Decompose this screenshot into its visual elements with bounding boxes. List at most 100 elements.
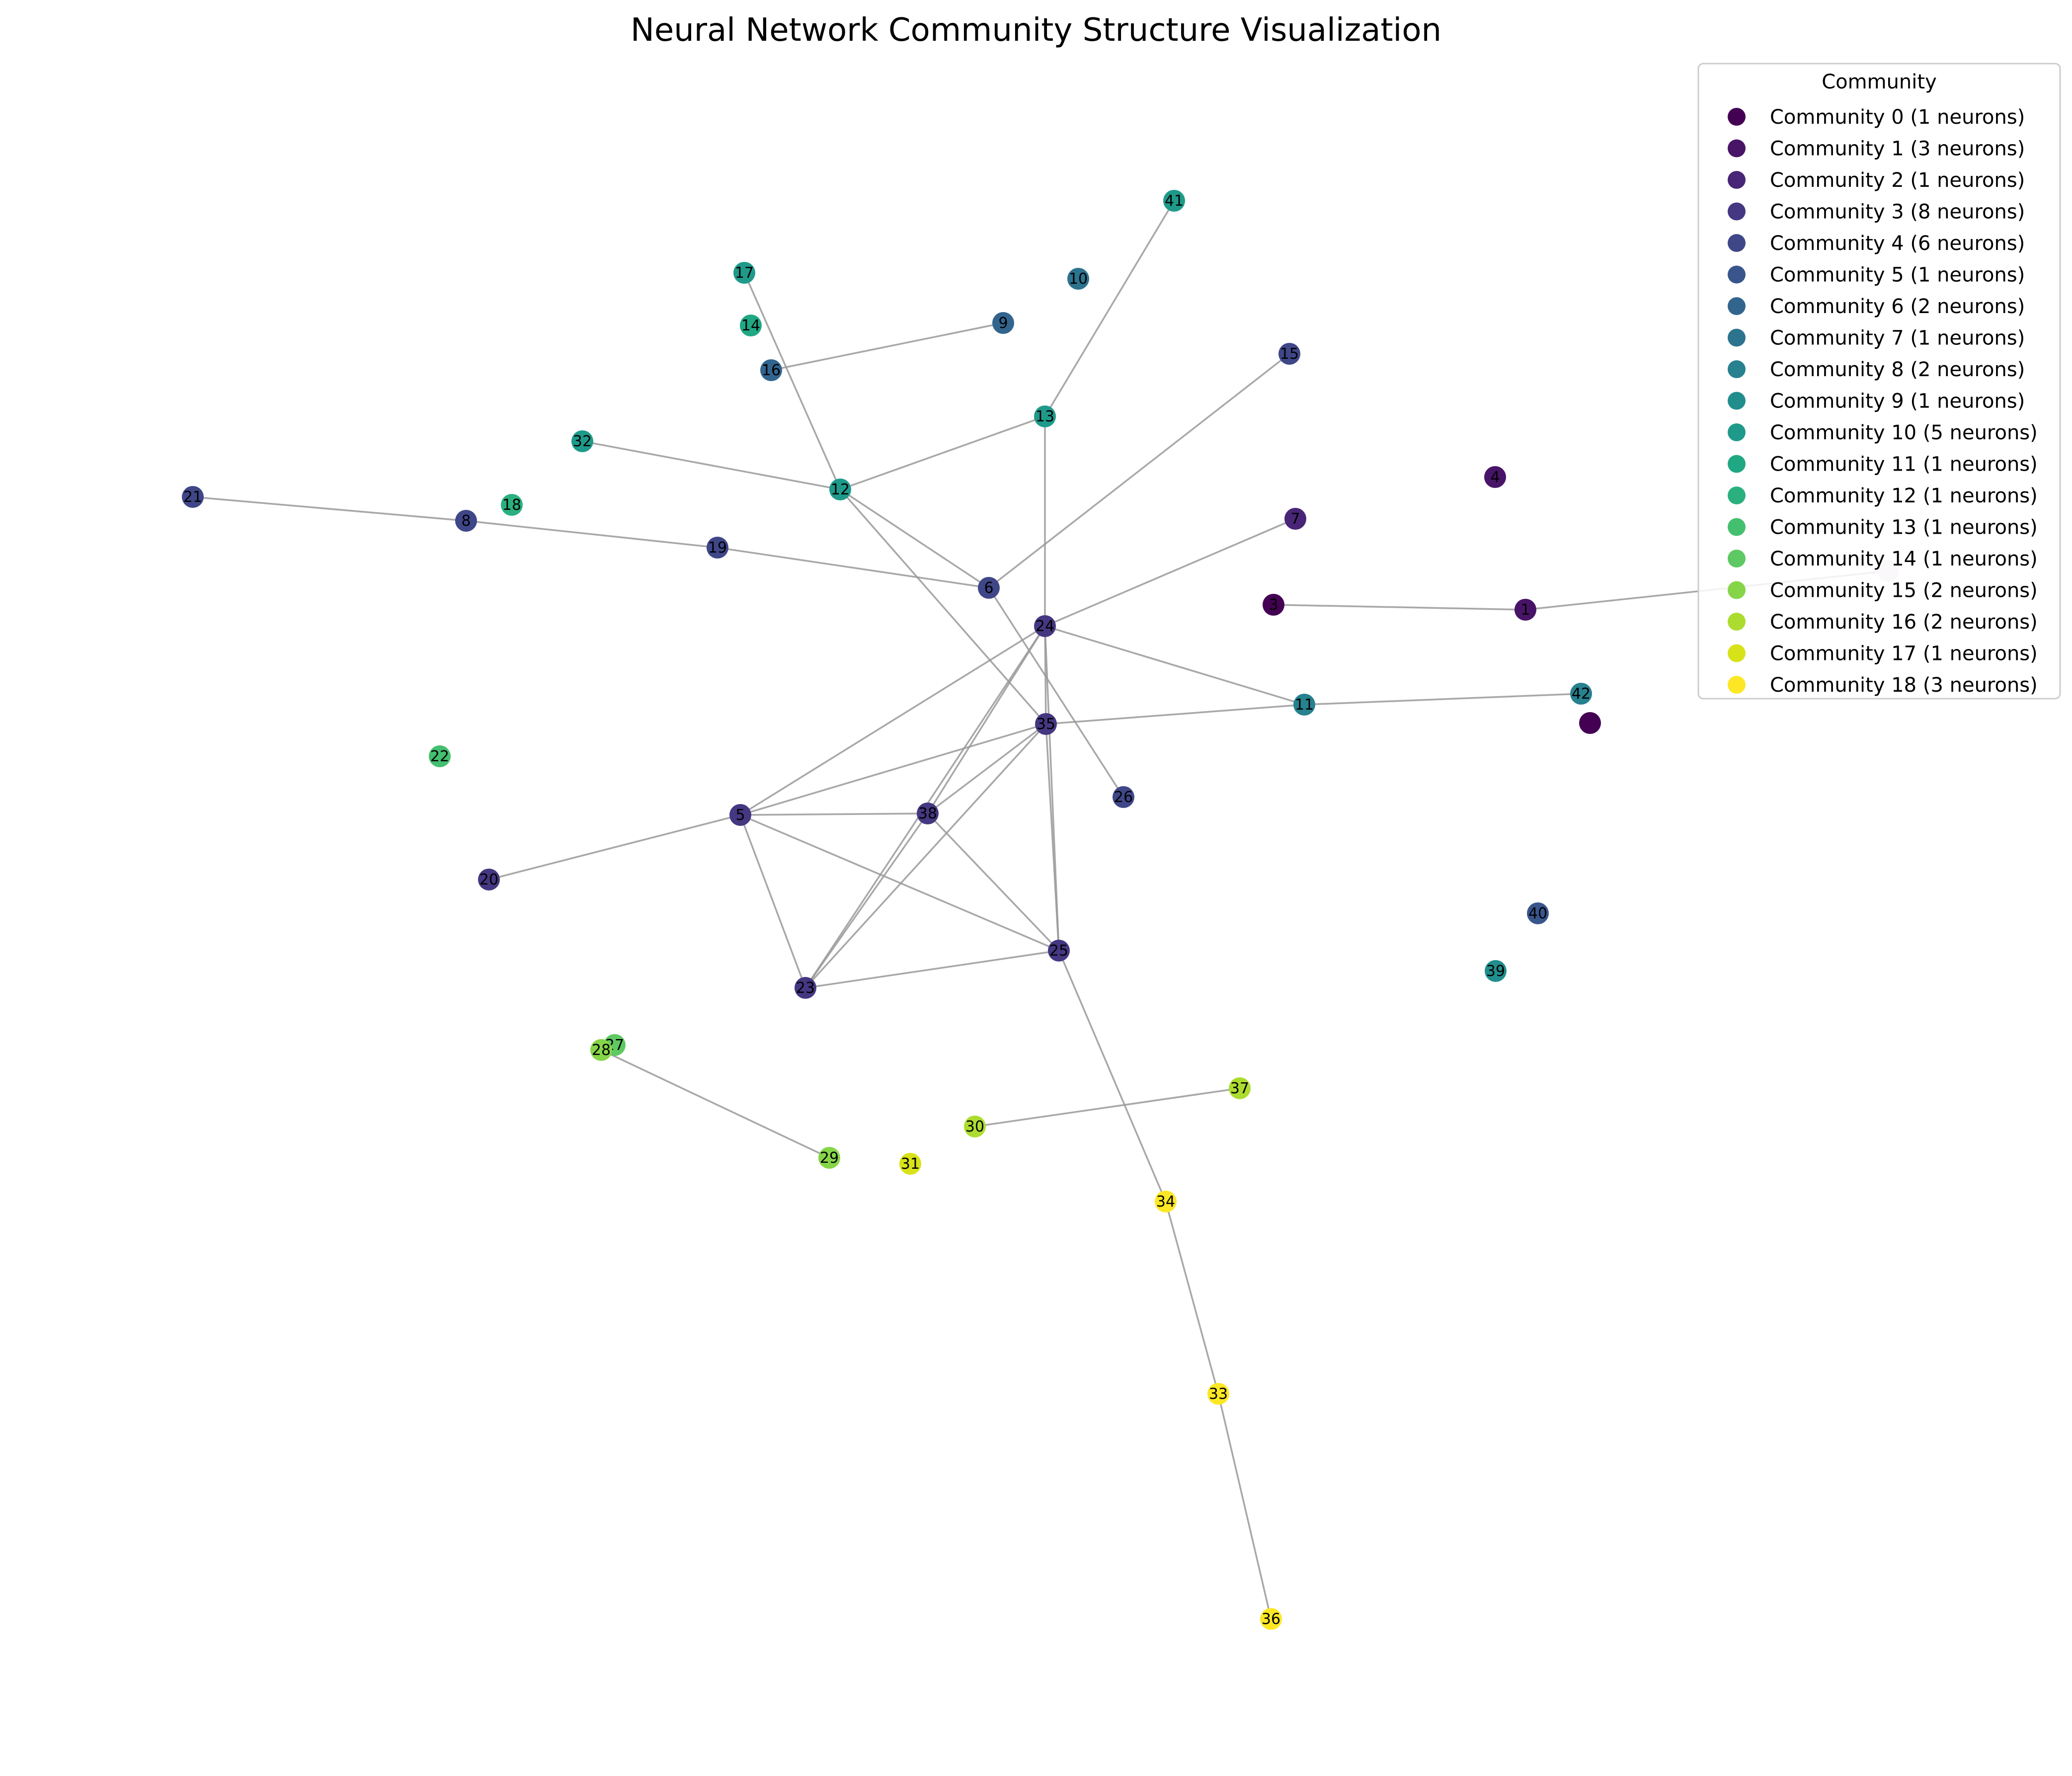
node-21: 21: [182, 486, 204, 508]
legend-marker: [1728, 676, 1746, 694]
legend-label: Community 7 (1 neurons): [1770, 327, 2025, 350]
node-10: 10: [1067, 268, 1089, 290]
node-label: 39: [1486, 963, 1505, 980]
node-label: 1: [1520, 601, 1530, 619]
node-circle: [1284, 508, 1306, 530]
node-label: 3: [1269, 596, 1278, 614]
node-circle: [1034, 405, 1056, 427]
legend-marker: [1728, 455, 1746, 473]
legend-label: Community 8 (2 neurons): [1770, 358, 2025, 381]
legend-label: Community 4 (6 neurons): [1770, 232, 2025, 255]
legend-entries: Community 0 (1 neurons) Community 1 (3 ne…: [1728, 106, 2038, 697]
node-label: 20: [479, 871, 498, 888]
legend-entry: Community 14 (1 neurons): [1728, 548, 2038, 570]
node-32: 32: [571, 430, 593, 452]
node-0: [1579, 712, 1601, 734]
node-circle: [917, 803, 939, 824]
node-label: 19: [708, 539, 727, 557]
edge-5-25: [740, 814, 1059, 952]
node-circle: [590, 1039, 612, 1061]
legend-entry: Community 6 (2 neurons): [1728, 295, 2025, 318]
legend-label: Community 11 (1 neurons): [1770, 453, 2038, 476]
edge-5-20: [488, 814, 741, 881]
node-circle: [1579, 712, 1601, 734]
legend-label: Community 12 (1 neurons): [1770, 484, 2038, 507]
edge-24-35: [1044, 626, 1047, 725]
legend-entry: Community 16 (2 neurons): [1728, 611, 2038, 634]
node-label: 38: [918, 805, 937, 822]
edge-13-41: [1044, 200, 1175, 417]
legend-marker: [1728, 108, 1746, 126]
edge-12-13: [840, 415, 1045, 490]
node-circle: [899, 1153, 921, 1175]
edge-6-15: [988, 353, 1290, 589]
node-circle: [1207, 1383, 1229, 1405]
node-circle: [707, 537, 728, 559]
node-14: 14: [740, 315, 762, 336]
edge-12-32: [582, 440, 841, 490]
edge-6-12: [840, 488, 989, 589]
node-37: 37: [1229, 1077, 1251, 1099]
edge-35-11: [1045, 704, 1305, 725]
legend-marker: [1728, 265, 1746, 284]
node-circle: [1034, 615, 1056, 637]
node-30: 30: [964, 1116, 986, 1137]
node-9: 9: [992, 312, 1014, 334]
node-label: 35: [1036, 716, 1055, 733]
edge-5-38: [740, 812, 928, 816]
node-11: 11: [1293, 694, 1315, 716]
legend-label: Community 18 (3 neurons): [1770, 674, 2038, 697]
node-circle: [978, 577, 1000, 599]
node-label: 9: [998, 315, 1008, 332]
legend-label: Community 6 (2 neurons): [1770, 295, 2025, 318]
legend-entry: Community 13 (1 neurons): [1728, 516, 2038, 539]
legend-marker: [1728, 486, 1746, 504]
legend-entry: Community 8 (2 neurons): [1728, 358, 2025, 381]
legend-frame: [1697, 63, 2061, 700]
edge-12-35: [839, 488, 1047, 725]
legend-entry: Community 12 (1 neurons): [1728, 484, 2038, 507]
node-label: 26: [1114, 789, 1133, 806]
node-42: 42: [1570, 683, 1592, 705]
node-layer: 1345678910111213141516171819202122232425…: [182, 190, 1899, 1630]
node-13: 13: [1034, 405, 1056, 427]
node-label: 29: [820, 1149, 839, 1167]
edge-25-34: [1058, 950, 1167, 1202]
edge-23-25: [805, 950, 1059, 989]
edge-35-38: [927, 723, 1047, 814]
edge-6-26: [988, 587, 1124, 798]
node-22: 22: [429, 745, 451, 767]
edge-24-38: [927, 626, 1046, 814]
node-label: 37: [1230, 1080, 1249, 1097]
node-40: 40: [1527, 902, 1549, 924]
node-circle: [829, 479, 851, 500]
node-label: 7: [1290, 510, 1300, 528]
node-label: 36: [1262, 1611, 1280, 1628]
legend-label: Community 15 (2 neurons): [1770, 579, 2038, 602]
node-35: 35: [1035, 713, 1057, 735]
node-26: 26: [1113, 786, 1134, 808]
node-label: 12: [831, 481, 850, 498]
node-label: 30: [965, 1118, 984, 1135]
node-label: 33: [1209, 1385, 1228, 1403]
node-23: 23: [795, 977, 816, 999]
legend-marker: [1728, 171, 1746, 189]
node-circle: [455, 510, 477, 532]
edge-8-19: [466, 520, 718, 549]
node-circle: [182, 486, 204, 508]
edge-38-25: [927, 812, 1060, 952]
chart-title: Neural Network Community Structure Visua…: [631, 12, 1441, 49]
legend-marker: [1728, 613, 1746, 631]
node-label: 16: [762, 362, 781, 379]
legend-entry: Community 5 (1 neurons): [1728, 264, 2025, 287]
edge-35-5: [740, 723, 1046, 816]
node-circle: [1278, 343, 1300, 365]
node-34: 34: [1155, 1191, 1177, 1212]
node-circle: [795, 977, 816, 999]
node-circle: [1113, 786, 1134, 808]
node-circle: [729, 804, 751, 826]
legend-marker: [1728, 360, 1746, 378]
node-label: 22: [430, 748, 449, 765]
node-label: 24: [1036, 618, 1054, 635]
